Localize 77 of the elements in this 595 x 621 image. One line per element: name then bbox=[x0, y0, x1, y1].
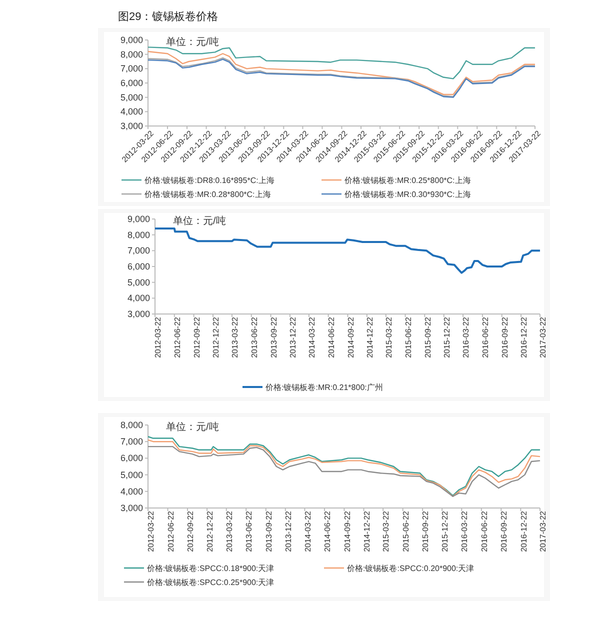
legend-label: 价格:镀锡板卷:MR:0.30*930*C:上海 bbox=[344, 190, 471, 199]
y-tick-label: 3,000 bbox=[127, 309, 150, 319]
annotation: 单位：元/吨 bbox=[166, 36, 219, 48]
y-tick-label: 8,000 bbox=[127, 230, 150, 240]
y-tick-label: 9,000 bbox=[127, 214, 150, 224]
x-tick-label: 2015-09-22 bbox=[421, 510, 430, 552]
x-tick-label: 2013-03-22 bbox=[224, 510, 234, 552]
x-tick-label: 2013-12-22 bbox=[288, 316, 298, 358]
x-tick-label: 2012-09-22 bbox=[186, 510, 196, 552]
line-series bbox=[147, 46, 536, 80]
x-tick-label: 2015-09-22 bbox=[423, 316, 432, 358]
x-tick-label: 2016-09-22 bbox=[500, 510, 509, 552]
y-tick-label: 7,000 bbox=[120, 64, 143, 74]
y-tick-label: 5,000 bbox=[120, 92, 143, 102]
x-tick-label: 2013-06-22 bbox=[250, 316, 259, 358]
y-tick-label: 6,000 bbox=[127, 262, 150, 272]
x-tick-label: 2012-06-22 bbox=[166, 510, 176, 552]
annotation: 单位：元/吨 bbox=[166, 421, 219, 433]
y-tick-label: 8,000 bbox=[120, 420, 143, 430]
y-tick-label: 9,000 bbox=[120, 35, 143, 45]
x-tick-label: 2012-12-22 bbox=[206, 510, 215, 552]
x-tick-label: 2013-09-22 bbox=[264, 510, 274, 552]
annotation: 单位：元/吨 bbox=[173, 215, 226, 227]
x-tick-label: 2015-06-22 bbox=[404, 316, 413, 358]
y-tick-label: 6,000 bbox=[120, 78, 143, 88]
legend-label: 价格:镀锡板卷:DR8:0.16*895*C:上海 bbox=[144, 176, 274, 185]
chart-title: 图29：镀锡板卷价格 bbox=[118, 10, 218, 23]
x-tick-label: 2013-03-22 bbox=[230, 316, 240, 358]
x-tick-label: 2013-12-22 bbox=[284, 510, 293, 552]
x-tick-label: 2013-09-22 bbox=[269, 316, 278, 358]
x-tick-label: 2014-06-22 bbox=[323, 510, 332, 552]
legend-label: 价格:镀锡板卷:MR:0.28*800*C:上海 bbox=[144, 190, 271, 199]
x-tick-label: 2013-06-22 bbox=[244, 510, 254, 552]
x-tick-label: 2012-06-22 bbox=[172, 316, 182, 358]
x-tick-label: 2016-12-22 bbox=[519, 510, 528, 552]
x-tick-label: 2014-09-22 bbox=[346, 316, 356, 358]
line-series bbox=[147, 50, 536, 96]
legend-label: 价格:镀锡板卷:SPCC:0.18*900:天津 bbox=[146, 564, 274, 573]
y-tick-label: 4,000 bbox=[120, 106, 143, 117]
y-tick-label: 7,000 bbox=[120, 436, 143, 447]
y-tick-label: 5,000 bbox=[127, 277, 150, 288]
y-tick-label: 4,000 bbox=[120, 486, 143, 496]
x-tick-label: 2016-06-22 bbox=[481, 316, 490, 358]
x-tick-label: 2016-12-22 bbox=[520, 316, 529, 358]
x-tick-label: 2017-03-22 bbox=[538, 316, 548, 358]
x-tick-label: 2014-12-22 bbox=[362, 510, 372, 552]
y-tick-label: 5,000 bbox=[120, 470, 143, 480]
y-tick-label: 6,000 bbox=[120, 453, 143, 464]
x-tick-label: 2014-06-22 bbox=[326, 316, 336, 358]
x-tick-label: 2012-12-22 bbox=[212, 316, 221, 358]
x-tick-label: 2012-03-22 bbox=[146, 510, 156, 552]
x-tick-label: 2015-06-22 bbox=[401, 510, 410, 552]
x-tick-label: 2015-12-22 bbox=[442, 316, 452, 358]
x-tick-label: 2017-03-22 bbox=[538, 510, 548, 552]
x-tick-label: 2015-03-22 bbox=[384, 316, 394, 358]
x-tick-label: 2014-09-22 bbox=[342, 510, 352, 552]
y-tick-label: 3,000 bbox=[120, 503, 143, 513]
x-tick-label: 2015-12-22 bbox=[440, 510, 450, 552]
line-series bbox=[154, 228, 541, 274]
x-tick-label: 2016-09-22 bbox=[500, 316, 510, 358]
legend-label: 价格:镀锡板卷:SPCC:0.25*900:天津 bbox=[146, 578, 274, 587]
legend-label: 价格:镀锡板卷:MR:0.25*800*C:上海 bbox=[344, 176, 471, 185]
legend-label: 价格:镀锡板卷:MR:0.21*800:广州 bbox=[264, 383, 383, 392]
x-tick-label: 2014-03-22 bbox=[303, 510, 312, 552]
y-tick-label: 8,000 bbox=[120, 49, 143, 60]
x-tick-label: 2015-03-22 bbox=[382, 510, 391, 552]
x-tick-label: 2016-03-22 bbox=[462, 316, 471, 358]
x-tick-label: 2014-03-22 bbox=[308, 316, 317, 358]
x-tick-label: 2016-03-22 bbox=[460, 510, 470, 552]
legend-label: 价格:镀锡板卷:SPCC:0.20*900:天津 bbox=[346, 564, 474, 573]
x-tick-label: 2012-09-22 bbox=[192, 316, 202, 358]
y-tick-label: 7,000 bbox=[127, 246, 150, 256]
x-tick-label: 2014-12-22 bbox=[365, 316, 374, 358]
y-tick-label: 4,000 bbox=[127, 293, 150, 304]
x-tick-label: 2012-03-22 bbox=[154, 316, 163, 358]
x-tick-label: 2016-06-22 bbox=[480, 510, 489, 552]
y-tick-label: 3,000 bbox=[120, 121, 143, 131]
